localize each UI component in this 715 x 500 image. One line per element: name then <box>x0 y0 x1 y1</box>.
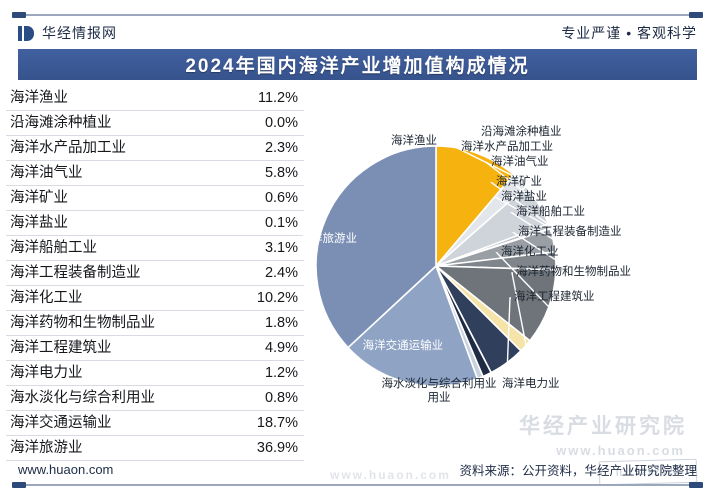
table-row-label: 海洋工程建筑业 <box>10 340 112 356</box>
pie-slice-label: 海洋交通运输业 <box>362 340 444 353</box>
table-row: 海洋盐业 0.1% <box>6 211 304 236</box>
table-row-value: 3.1% <box>264 240 298 256</box>
table-row-value: 18.7% <box>256 415 298 431</box>
pie-slice-label-wrap: 用业 <box>427 392 451 404</box>
pie-slice-label: 海洋矿业 <box>496 176 542 188</box>
page-header: 华经情报网 专业严谨 • 客观科学 <box>18 20 697 46</box>
pie-leader-line <box>511 232 558 262</box>
brand-slogan: 专业严谨 • 客观科学 <box>561 25 697 41</box>
pie-slice-label: 沿海滩涂种植业 <box>481 126 562 138</box>
table-row: 海洋电力业 1.2% <box>6 361 304 386</box>
table-row-value: 2.3% <box>264 140 298 156</box>
table-row: 海洋船舶工业 3.1% <box>6 236 304 261</box>
pie-slice[interactable] <box>435 145 515 269</box>
top-divider-rule <box>12 12 703 18</box>
table-row: 沿海滩涂种植业 0.0% <box>6 111 304 136</box>
table-row-label: 海洋油气业 <box>10 165 83 181</box>
table-row-label: 海洋旅游业 <box>10 440 83 456</box>
rule-cap-right-bottom <box>689 482 703 488</box>
pie-slice-label: 海洋水产品加工业 <box>461 141 553 153</box>
pie-slice-label: 海洋化工业 <box>501 246 559 258</box>
rule-cap-left-bottom <box>12 482 26 488</box>
brand-name: 华经情报网 <box>42 25 117 41</box>
pie-slice-label: 海洋工程装备制造业 <box>518 226 622 238</box>
table-row-value: 10.2% <box>256 290 298 306</box>
table-row-value: 4.9% <box>264 340 298 356</box>
pie-slice-label: 海洋旅游业 <box>299 232 358 245</box>
pie-leader-line <box>495 252 551 309</box>
table-row-value: 0.1% <box>264 215 298 231</box>
pie-leader-line <box>456 147 522 181</box>
table-row-label: 海洋工程装备制造业 <box>10 265 141 281</box>
table-row: 海洋渔业 11.2% <box>6 86 304 111</box>
logo-icon <box>18 25 34 41</box>
footer-source: 资料来源：公开资料，华经产业研究院整理 <box>459 463 697 478</box>
table-row-label: 海洋渔业 <box>10 90 68 106</box>
table-row: 海水淡化与综合利用业 0.8% <box>6 386 304 411</box>
table-row-value: 36.9% <box>256 440 298 456</box>
pie-slice-label: 海洋渔业 <box>391 134 437 147</box>
rule-cap-right <box>689 12 703 18</box>
table-row-label: 海洋化工业 <box>10 290 83 306</box>
table-row: 海洋药物和生物制品业 1.8% <box>6 311 304 336</box>
table-row: 海洋旅游业 36.9% <box>6 436 304 461</box>
table-row-label: 海水淡化与综合利用业 <box>10 390 155 406</box>
table-row-label: 海洋盐业 <box>10 215 68 231</box>
bottom-divider-rule <box>12 482 703 488</box>
pie-slice-label: 海洋工程建筑业 <box>514 291 595 303</box>
table-row-value: 11.2% <box>257 90 298 106</box>
table-row-value: 0.0% <box>264 115 298 131</box>
pie-slice-label: 海洋盐业 <box>501 191 547 203</box>
table-row: 海洋化工业 10.2% <box>6 286 304 311</box>
pie-slice-label: 海洋电力业 <box>502 378 560 390</box>
table-row-label: 海洋交通运输业 <box>10 415 112 431</box>
table-row-label: 海洋药物和生物制品业 <box>10 315 155 331</box>
table-row-value: 5.8% <box>264 165 298 181</box>
pie-slice-label: 海洋船舶工业 <box>516 206 585 218</box>
pie-leader-line <box>509 212 555 241</box>
pie-slice[interactable] <box>315 145 437 349</box>
table-row-value: 0.8% <box>264 390 298 406</box>
pie-chart-svg <box>315 132 558 387</box>
title-banner: 2024年国内海洋产业增加值构成情况 <box>18 49 697 80</box>
pie-chart: 海洋渔业 沿海滩涂种植业 海洋水产品加工业 海洋油气业 海洋矿业 海洋盐业 海洋船舶工业 海洋… <box>300 86 715 456</box>
pie-leader-line <box>494 197 552 229</box>
brand: 华经情报网 <box>18 23 117 43</box>
table-row: 海洋工程装备制造业 2.4% <box>6 261 304 286</box>
pie-slice-label: 海水淡化与综合利用业 <box>381 378 497 390</box>
table-row-label: 海洋电力业 <box>10 365 83 381</box>
table-row-value: 0.6% <box>264 190 298 206</box>
page-title: 2024年国内海洋产业增加值构成情况 <box>185 56 530 77</box>
table-row: 海洋水产品加工业 2.3% <box>6 136 304 161</box>
table-row: 海洋油气业 5.8% <box>6 161 304 186</box>
pie-leader-line <box>484 162 541 205</box>
table-row-value: 1.8% <box>264 315 298 331</box>
pie-leader-line <box>475 132 515 175</box>
pie-slice-label: 海洋药物和生物制品业 <box>516 266 631 278</box>
rule-cap-left <box>12 12 26 18</box>
table-row: 海洋工程建筑业 4.9% <box>6 336 304 361</box>
pie-leader-line <box>489 182 551 227</box>
page-footer: www.huaon.com 资料来源：公开资料，华经产业研究院整理 <box>18 460 697 478</box>
table-row: 海洋矿业 0.6% <box>6 186 304 211</box>
pie-slice[interactable] <box>346 264 479 387</box>
table-row-label: 海洋矿业 <box>10 190 68 206</box>
table-row-value: 2.4% <box>264 265 298 281</box>
table-row-label: 沿海滩涂种植业 <box>10 115 112 131</box>
footer-url[interactable]: www.huaon.com <box>18 461 114 477</box>
table-row-value: 1.2% <box>264 365 298 381</box>
pie-slice-label: 海洋油气业 <box>491 156 549 168</box>
pie-leader-line <box>511 272 527 347</box>
table-row-label: 海洋水产品加工业 <box>10 140 126 156</box>
table-row: 海洋交通运输业 18.7% <box>6 411 304 436</box>
pie-leader-line <box>506 297 511 364</box>
data-table: 海洋渔业 11.2% 沿海滩涂种植业 0.0% 海洋水产品加工业 2.3% 海洋油气业 5.8… <box>6 86 304 461</box>
table-row-label: 海洋船舶工业 <box>10 240 97 256</box>
